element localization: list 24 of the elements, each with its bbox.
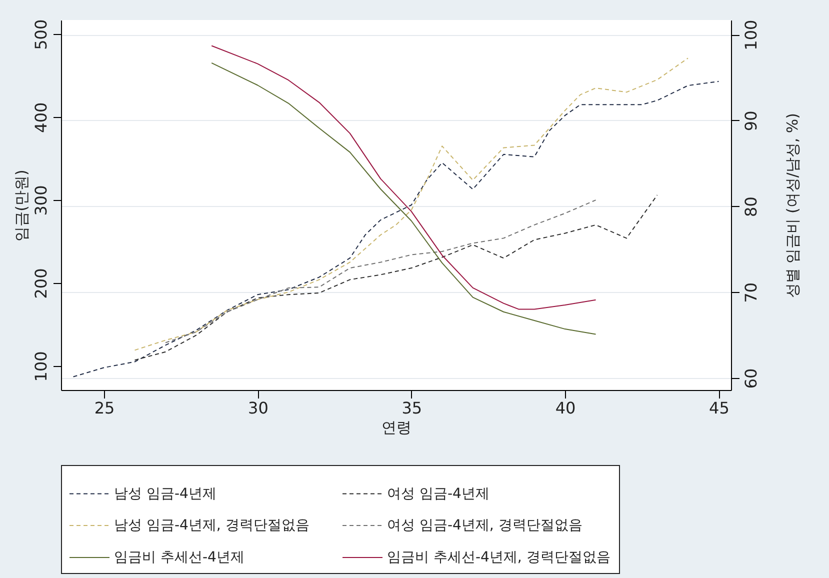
y2-tick-label: 90 [742, 110, 760, 132]
y2-axis-title: 성별 임금비 (여성/남성, %) [784, 112, 802, 298]
y2-tick-label: 80 [742, 196, 760, 217]
legend-label: 남성 임금-4년제, 경력단절없음 [114, 518, 310, 534]
legend-label: 임금비 추세선-4년제, 경력단절없음 [387, 550, 610, 566]
x-axis-title: 연령 [382, 418, 412, 436]
y-tick-label: 200 [32, 268, 50, 299]
y-tick-label: 500 [32, 19, 50, 50]
y-tick-label: 300 [32, 185, 50, 216]
x-tick-label: 40 [555, 398, 576, 418]
x-tick-label: 35 [402, 398, 422, 418]
y2-tick-label: 70 [742, 282, 760, 303]
y-tick-label: 100 [32, 351, 50, 382]
legend-label: 여성 임금-4년제 [387, 486, 490, 502]
y-tick-label: 400 [32, 102, 50, 133]
y2-tick-label: 60 [742, 368, 760, 389]
legend-label: 임금비 추세선-4년제 [114, 550, 244, 566]
x-tick-label: 25 [94, 398, 115, 418]
y-axis-title: 임금(만원) [12, 170, 30, 242]
x-tick-label: 45 [709, 398, 730, 418]
legend-label: 남성 임금-4년제 [114, 486, 216, 502]
legend-label: 여성 임금-4년제, 경력단절없음 [387, 518, 582, 534]
y2-tick-label: 100 [742, 20, 760, 50]
x-tick-label: 30 [248, 398, 268, 418]
